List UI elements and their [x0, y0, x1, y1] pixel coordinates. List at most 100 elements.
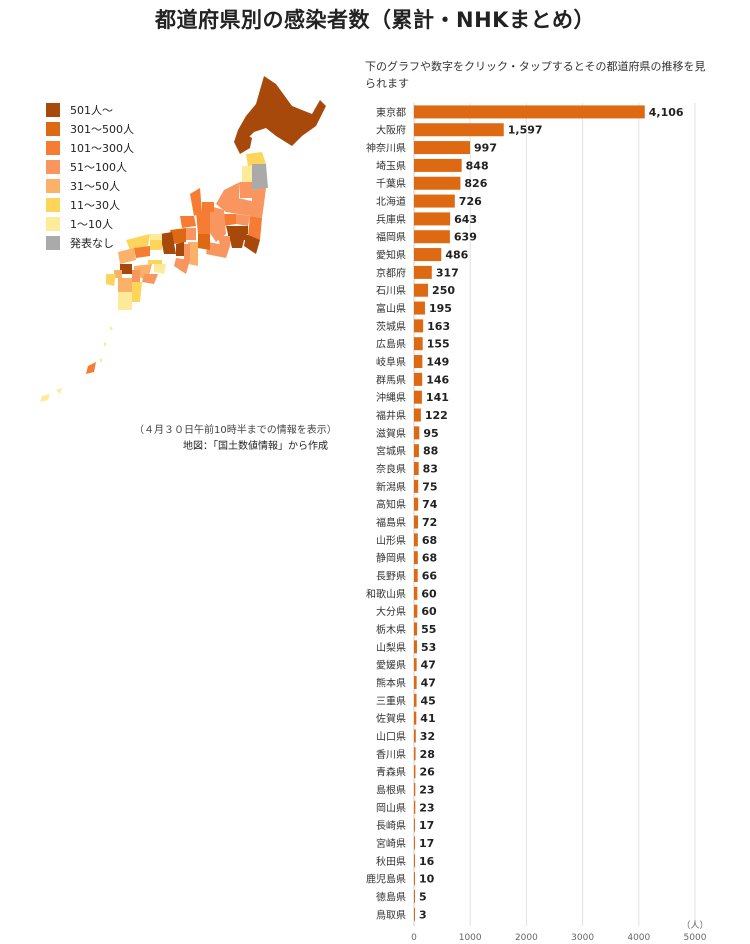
value-label[interactable]: 41 [420, 712, 435, 725]
value-label[interactable]: 83 [423, 463, 438, 476]
bar[interactable] [414, 693, 417, 707]
bar[interactable] [414, 836, 415, 850]
map-okayama[interactable] [150, 240, 162, 250]
bar[interactable] [414, 248, 442, 262]
bar[interactable] [414, 479, 419, 493]
bar[interactable] [414, 818, 415, 832]
value-label[interactable]: 997 [474, 142, 497, 155]
value-label[interactable]: 66 [422, 569, 438, 582]
bar[interactable] [414, 301, 425, 315]
category-label[interactable]: 茨城県 [376, 320, 406, 333]
category-label[interactable]: 長野県 [376, 570, 406, 582]
map-miyagi[interactable] [252, 188, 266, 204]
bar[interactable] [414, 390, 422, 404]
bar[interactable] [414, 907, 415, 921]
value-label[interactable]: 3 [419, 908, 427, 921]
value-label[interactable]: 155 [427, 338, 450, 351]
bar[interactable] [414, 872, 415, 886]
value-label[interactable]: 250 [432, 284, 455, 297]
category-label[interactable]: 香川県 [376, 749, 406, 761]
category-label[interactable]: 徳島県 [376, 890, 406, 903]
category-label[interactable]: 長崎県 [376, 819, 406, 832]
map-hiroshima[interactable] [134, 246, 150, 258]
japan-prefecture-map[interactable] [30, 70, 330, 410]
value-label[interactable]: 45 [421, 694, 436, 707]
bar[interactable] [414, 800, 416, 814]
value-label[interactable]: 55 [421, 623, 436, 636]
value-label[interactable]: 146 [426, 373, 449, 386]
bar[interactable] [414, 319, 424, 333]
category-label[interactable]: 秋田県 [376, 855, 406, 868]
bar[interactable] [414, 568, 418, 582]
map-kochi[interactable] [142, 274, 158, 284]
bar[interactable] [414, 444, 419, 458]
bar[interactable] [414, 551, 418, 565]
category-label[interactable]: 高知県 [376, 498, 406, 511]
value-label[interactable]: 72 [422, 516, 437, 529]
value-label[interactable]: 10 [419, 873, 435, 886]
value-label[interactable]: 88 [423, 445, 438, 458]
category-label[interactable]: 三重県 [376, 694, 406, 707]
bar[interactable] [414, 782, 416, 796]
map-kagawa[interactable] [148, 260, 162, 264]
map-osaka[interactable] [176, 242, 184, 256]
category-label[interactable]: 大阪府 [376, 124, 406, 137]
bar[interactable] [414, 105, 645, 119]
bar[interactable] [414, 533, 418, 547]
category-label[interactable]: 千葉県 [376, 177, 406, 190]
category-label[interactable]: 北海道 [376, 195, 406, 208]
map-fukui[interactable] [180, 216, 196, 228]
map-okinawa[interactable] [86, 362, 96, 374]
value-label[interactable]: 639 [454, 231, 477, 244]
value-label[interactable]: 28 [420, 748, 435, 761]
map-miyazaki[interactable] [132, 282, 142, 302]
map-wakayama[interactable] [174, 258, 190, 274]
value-label[interactable]: 53 [421, 641, 436, 654]
value-label[interactable]: 141 [426, 391, 449, 404]
bar[interactable] [414, 265, 432, 279]
map-iwate[interactable] [252, 164, 268, 190]
map-shiga[interactable] [186, 228, 196, 240]
category-label[interactable]: 沖縄県 [376, 391, 406, 404]
bar[interactable] [414, 889, 415, 903]
bar[interactable] [414, 462, 419, 476]
value-label[interactable]: 47 [421, 659, 436, 672]
bar[interactable] [414, 372, 423, 386]
category-label[interactable]: 佐賀県 [376, 713, 406, 725]
value-label[interactable]: 643 [454, 213, 477, 226]
category-label[interactable]: 山口県 [376, 731, 406, 743]
category-label[interactable]: 和歌山県 [366, 587, 406, 600]
map-saga[interactable] [114, 270, 122, 278]
map-nara[interactable] [184, 244, 190, 260]
map-shizuoka[interactable] [206, 242, 230, 258]
bar[interactable] [414, 230, 450, 244]
value-label[interactable]: 17 [419, 837, 434, 850]
category-label[interactable]: 栃木県 [376, 623, 406, 636]
category-label[interactable]: 広島県 [376, 338, 406, 351]
category-label[interactable]: 新潟県 [376, 480, 406, 493]
map-akita[interactable] [242, 166, 252, 182]
category-label[interactable]: 岡山県 [376, 802, 406, 814]
value-label[interactable]: 195 [429, 302, 452, 315]
category-label[interactable]: 宮城県 [376, 445, 406, 458]
category-label[interactable]: 島根県 [376, 783, 406, 796]
category-label[interactable]: 群馬県 [376, 373, 406, 386]
category-label[interactable]: 山形県 [376, 535, 406, 547]
bar[interactable] [414, 711, 417, 725]
map-gifu[interactable] [196, 210, 210, 234]
bar[interactable] [414, 194, 455, 208]
value-label[interactable]: 95 [423, 427, 438, 440]
category-label[interactable]: 福岡県 [376, 231, 406, 244]
bar[interactable] [414, 283, 429, 297]
map-kumamoto[interactable] [118, 278, 132, 292]
map-fukuoka[interactable] [120, 264, 132, 274]
bar[interactable] [414, 658, 417, 672]
map-tochigi[interactable] [236, 214, 250, 226]
category-label[interactable]: 東京都 [376, 106, 406, 119]
category-label[interactable]: 福島県 [376, 516, 406, 529]
map-aomori[interactable] [246, 152, 266, 166]
bar[interactable] [414, 640, 417, 654]
bar[interactable] [414, 141, 471, 155]
map-shimane[interactable] [126, 234, 150, 250]
map-hyogo[interactable] [160, 232, 176, 254]
